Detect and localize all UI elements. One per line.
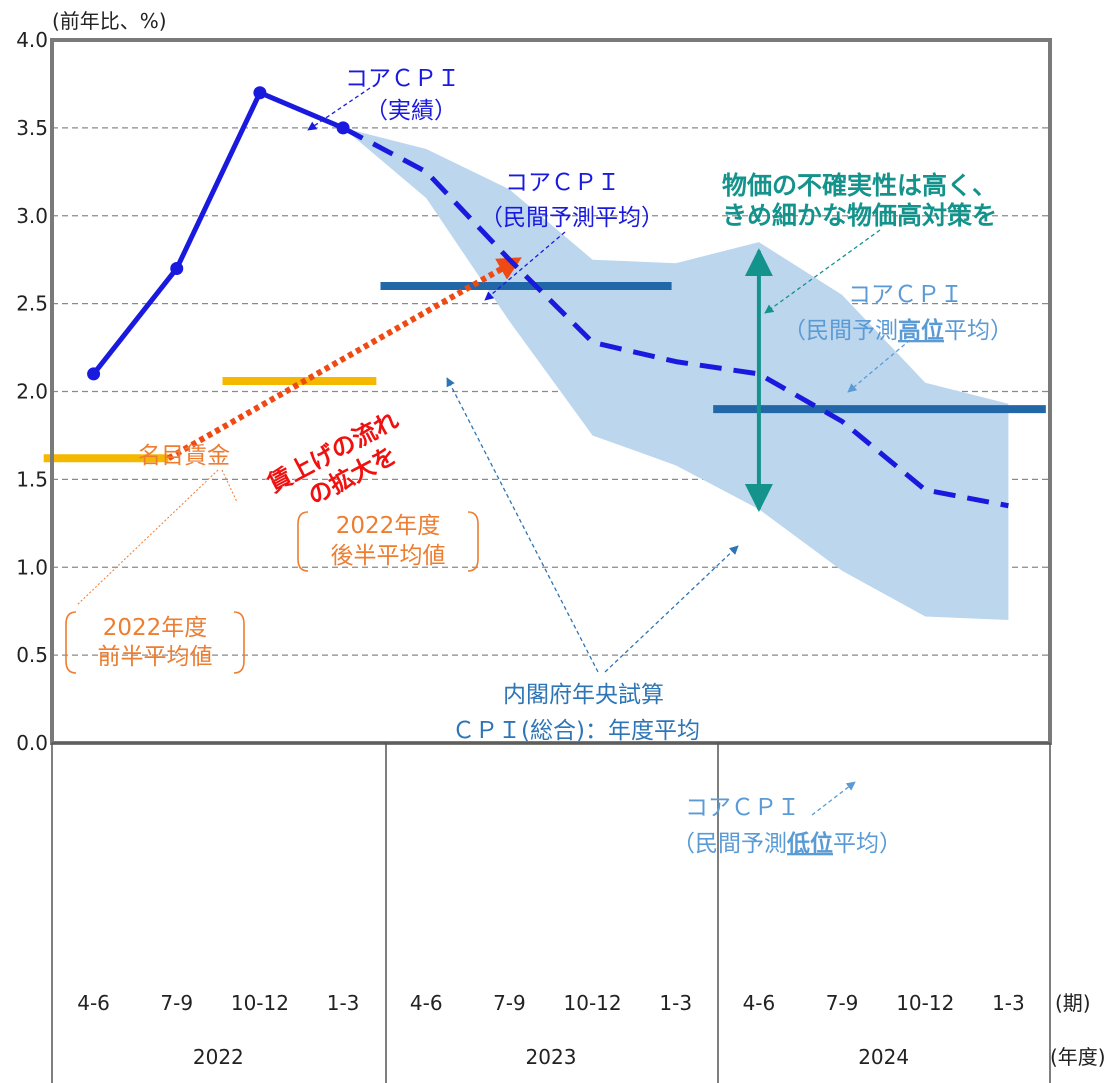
- y-tick-label: 2.5: [16, 292, 48, 316]
- annotation-forecast-line1: コアＣＰＩ: [505, 170, 620, 196]
- y-tick-label: 4.0: [16, 28, 48, 52]
- annotation-first-half-line2: 前半平均値: [98, 644, 213, 670]
- x-quarter-unit-label: (期): [1055, 991, 1091, 1015]
- quarter-label: 4-6: [743, 991, 776, 1015]
- forecast-avg-line: [341, 125, 1009, 509]
- actual-cpi-line: [91, 90, 345, 376]
- x-axis: [51, 742, 1051, 1083]
- quarter-labels: 4-6 7-9 10-12 1-3 4-6 7-9 10-12 1-3 4-6 7-9 10-12 1…: [77, 991, 1025, 1015]
- wage-trend-arrow: [166, 257, 522, 461]
- y-axis: 0.0 0.5 1.0 1.5 2.0 2.5 3.0 3.5 4.0: [16, 28, 48, 755]
- y-tick-label: 0.0: [16, 731, 48, 755]
- annotation-first-half-line1: 2022年度: [103, 615, 208, 641]
- annotation-high-line1: コアＣＰＩ: [848, 282, 963, 308]
- y-tick-label: 1.0: [16, 555, 48, 579]
- annotation-low-line2: （民間予測低位平均）: [672, 830, 902, 857]
- quarter-label: 7-9: [160, 991, 193, 1015]
- annotation-first-half: 2022年度 前半平均値: [65, 611, 245, 674]
- y-tick-label: 1.5: [16, 467, 48, 491]
- annotation-second-half-line1: 2022年度: [336, 513, 441, 539]
- actual-point-0: [87, 367, 101, 381]
- annotation-uncertainty-line2: きめ細かな物価高対策を: [722, 201, 997, 230]
- annotation-uncertainty: 物価の不確実性は高く、 きめ細かな物価高対策を: [722, 171, 997, 314]
- year-label: 2022: [193, 1045, 244, 1069]
- year-label: 2023: [526, 1045, 577, 1069]
- y-tick-label: 3.5: [16, 116, 48, 140]
- y-tick-label: 2.0: [16, 380, 48, 404]
- nominal-wage-bars: [43, 376, 377, 463]
- annotation-nominal-wage-text: 名目賃金: [138, 443, 230, 469]
- annotation-forecast-line2: （民間予測平均）: [480, 205, 664, 231]
- annotation-high-line2: （民間予測高位平均）: [783, 317, 1013, 344]
- quarter-label: 10-12: [564, 991, 622, 1015]
- quarter-label: 7-9: [493, 991, 526, 1015]
- year-labels: 2022 2023 2024: [193, 1045, 909, 1069]
- annotation-low-line1: コアＣＰＩ: [685, 795, 800, 821]
- quarter-label: 7-9: [826, 991, 859, 1015]
- forecast-range-band: [343, 127, 1009, 620]
- actual-point-1: [170, 261, 184, 275]
- annotation-uncertainty-line1: 物価の不確実性は高く、: [722, 171, 997, 200]
- annotation-cabinet-line1: 内閣府年央試算: [503, 682, 664, 708]
- quarter-label: 1-3: [992, 991, 1025, 1015]
- annotation-cabinet-line2: ＣＰＩ(総合)：年度平均: [452, 718, 700, 744]
- quarter-label: 1-3: [327, 991, 360, 1015]
- actual-point-2: [253, 86, 267, 100]
- y-tick-label: 3.0: [16, 204, 48, 228]
- quarter-label: 4-6: [410, 991, 443, 1015]
- year-label: 2024: [858, 1045, 909, 1069]
- annotation-high: コアＣＰＩ （民間予測高位平均）: [783, 282, 1013, 393]
- quarter-label: 10-12: [231, 991, 289, 1015]
- annotation-low: コアＣＰＩ （民間予測低位平均）: [672, 781, 902, 857]
- annotation-nominal-wage: 名目賃金: [76, 443, 238, 606]
- annotation-actual: コアＣＰＩ （実績）: [307, 66, 460, 131]
- y-tick-label: 0.5: [16, 643, 48, 667]
- quarter-label: 4-6: [77, 991, 110, 1015]
- y-unit-label: (前年比、%): [52, 9, 167, 33]
- annotation-second-half: 2022年度 後半平均値: [297, 511, 479, 572]
- annotation-cabinet: 内閣府年央試算 ＣＰＩ(総合)：年度平均: [446, 377, 739, 744]
- x-year-unit-label: (年度): [1050, 1045, 1106, 1069]
- annotation-actual-line2: （実績）: [365, 98, 457, 124]
- annotation-actual-line1: コアＣＰＩ: [345, 66, 460, 92]
- quarter-label: 1-3: [659, 991, 692, 1015]
- quarter-label: 10-12: [896, 991, 954, 1015]
- annotation-second-half-line2: 後半平均値: [331, 543, 446, 569]
- annotation-forecast-avg: コアＣＰＩ （民間予測平均）: [480, 170, 664, 301]
